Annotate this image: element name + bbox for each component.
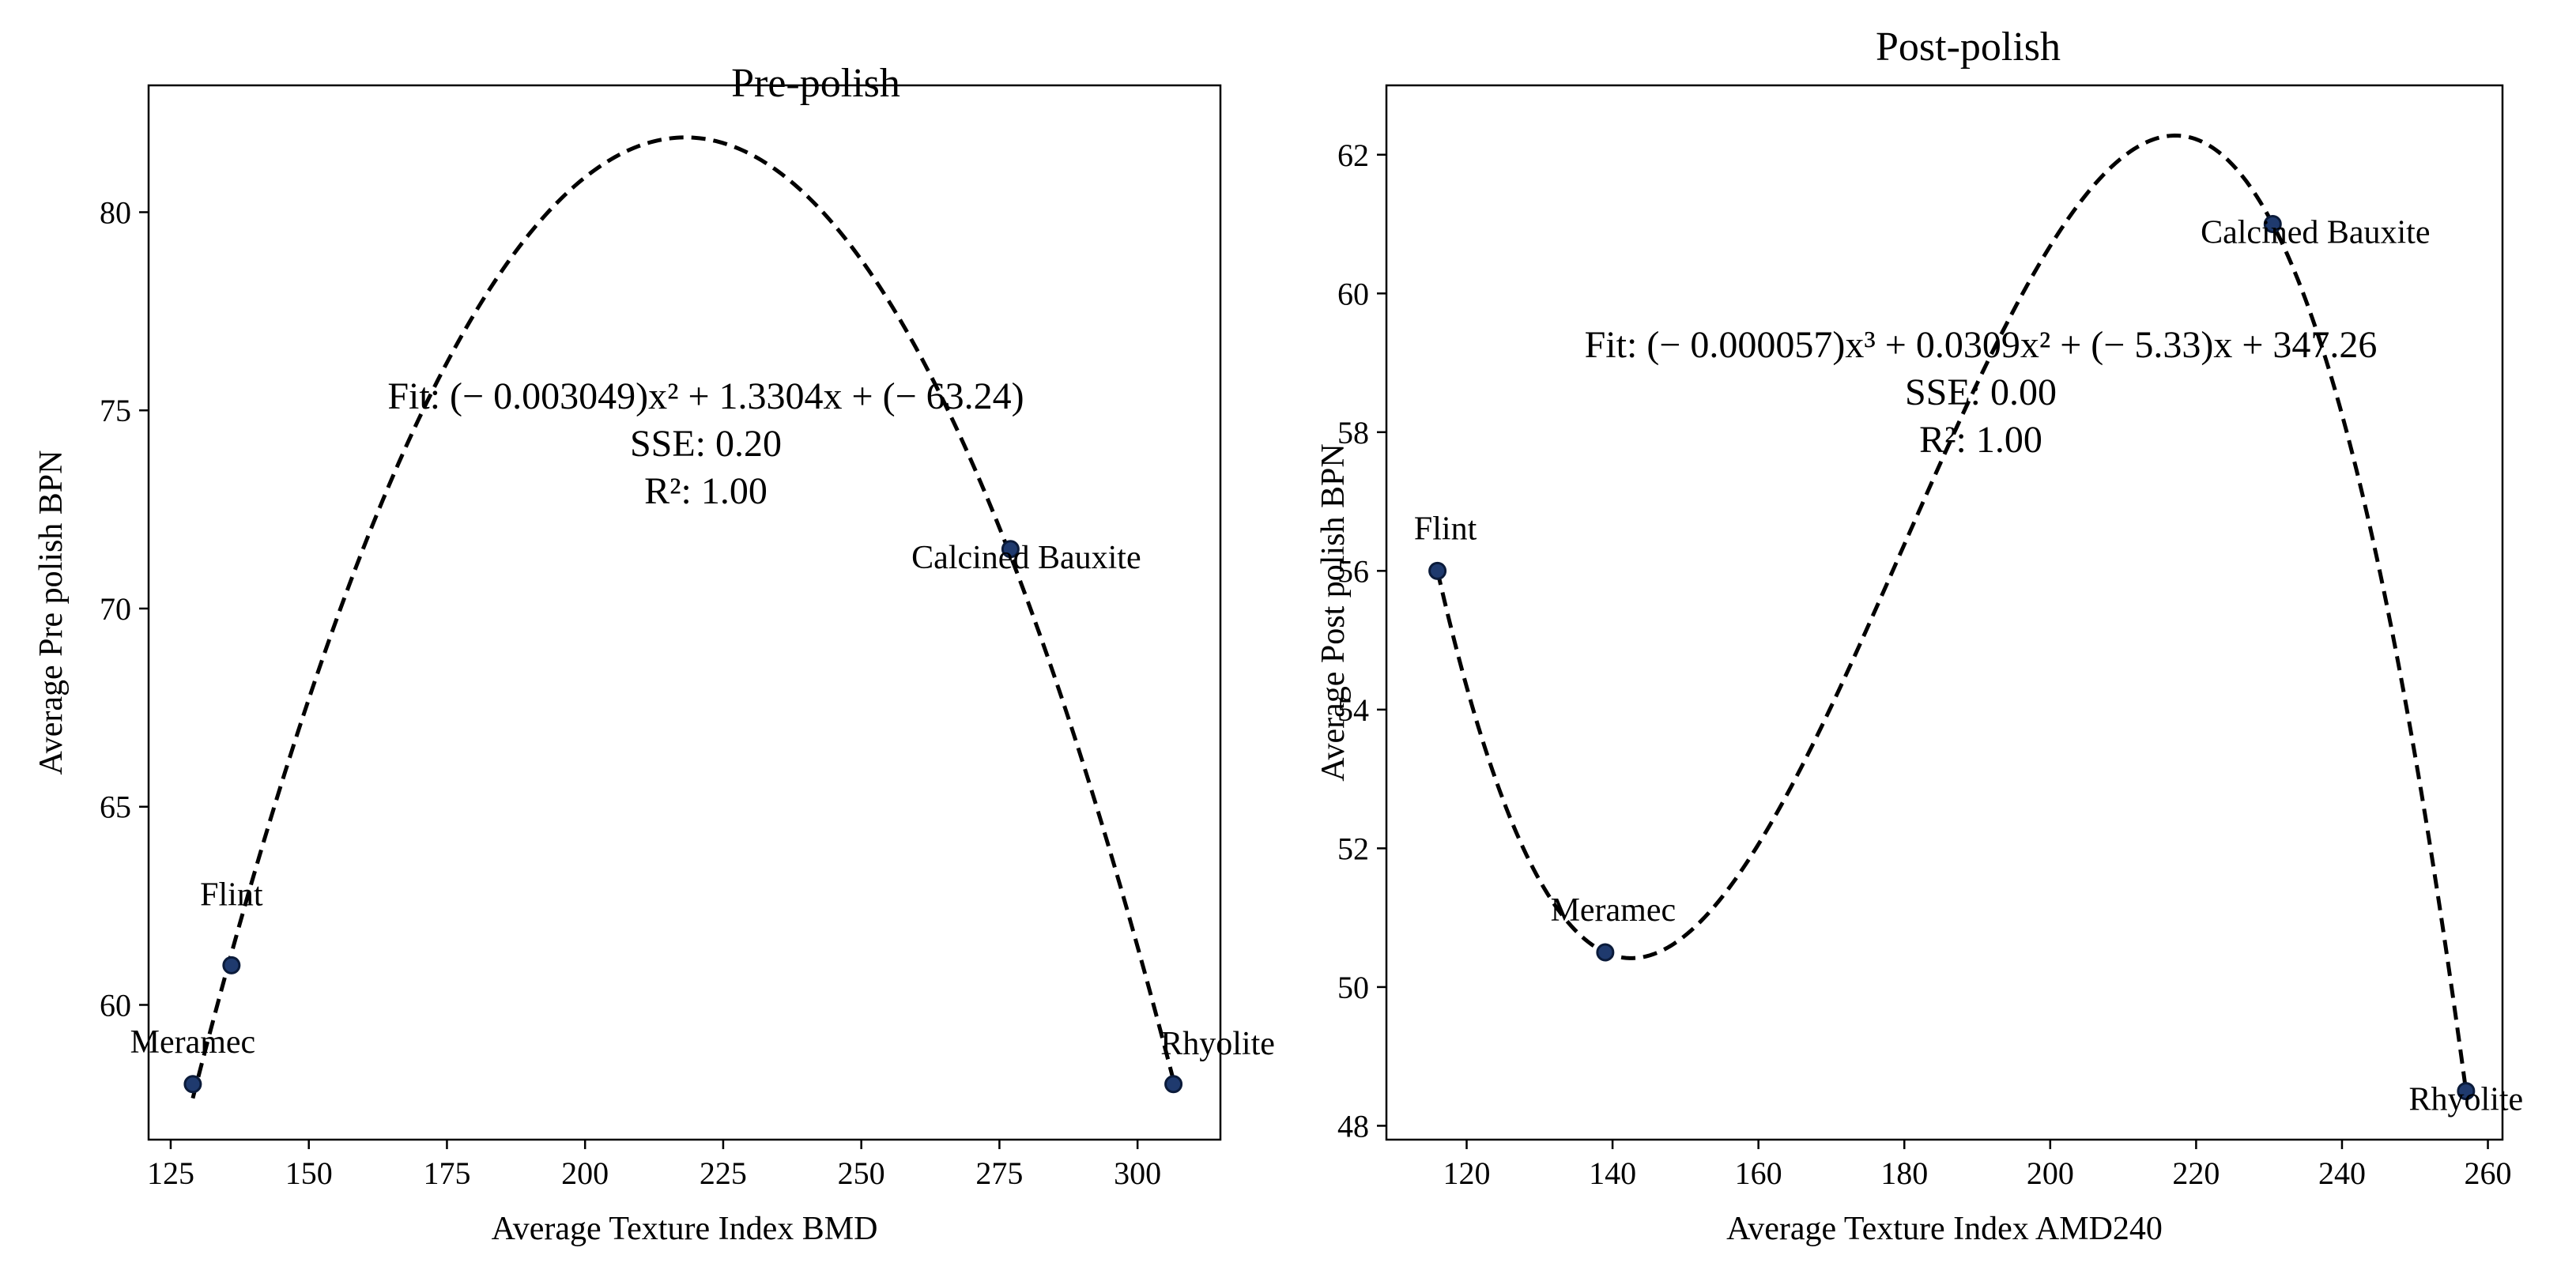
fit-curve: [190, 135, 1176, 1099]
post-polish-panel: Post-polish 120 140 160 180 200 220 240 260 48 5…: [1315, 24, 2523, 1247]
chart-title: Post-polish: [1876, 24, 2061, 70]
x-tick-label: 120: [1443, 1155, 1491, 1191]
fit-annotation: Fit: (− 0.003049)x² + 1.3304x + (− 63.24…: [387, 375, 1024, 512]
y-tick-label: 75: [100, 393, 131, 428]
point-label: Flint: [200, 876, 263, 913]
point-label: Rhyolite: [2409, 1082, 2524, 1118]
y-tick-label: 50: [1337, 970, 1369, 1005]
y-tick-label: 48: [1337, 1108, 1369, 1144]
data-point-flint: [1428, 561, 1447, 580]
x-tick-label: 175: [423, 1155, 470, 1191]
y-tick-label: 65: [100, 790, 131, 825]
y-tick-label: 60: [1337, 276, 1369, 311]
x-tick-label: 150: [285, 1155, 333, 1191]
point-labels: Flint Meramec Calcined Bauxite Rhyolite: [1414, 215, 2523, 1118]
x-tick-label: 140: [1589, 1155, 1636, 1191]
y-tick-label: 58: [1337, 415, 1369, 450]
y-axis-label: Average Post polish BPN: [1315, 443, 1352, 781]
x-tick-label: 275: [975, 1155, 1023, 1191]
y-tick-label: 56: [1337, 553, 1369, 589]
y-tick-label: 54: [1337, 692, 1369, 728]
fit-annotation: Fit: (− 0.000057)x³ + 0.0309x² + (− 5.33…: [1585, 324, 2378, 461]
fit-equation: Fit: (− 0.000057)x³ + 0.0309x² + (− 5.33…: [1585, 324, 2378, 366]
x-tick-label: 200: [2027, 1155, 2074, 1191]
y-axis: 60 65 70 75 80: [100, 194, 149, 1023]
point-label: Meramec: [1551, 892, 1676, 929]
point-label: Flint: [1414, 511, 1477, 547]
pre-polish-panel: Pre-polish 125 150 175 200 225 250 275 300 60 65…: [33, 61, 1275, 1247]
data-point-rhyolite: [1164, 1075, 1183, 1094]
point-label: Calcined Bauxite: [911, 540, 1141, 576]
fit-sse: SSE: 0.00: [1905, 371, 2057, 413]
x-tick-label: 250: [838, 1155, 885, 1191]
y-tick-label: 62: [1337, 138, 1369, 173]
data-points: [183, 540, 1183, 1094]
data-point-calcined-bauxite: [2263, 215, 2282, 234]
y-tick-label: 60: [100, 987, 131, 1023]
y-tick-label: 52: [1337, 831, 1369, 866]
point-label: Meramec: [130, 1024, 256, 1061]
chart-title: Pre-polish: [731, 61, 900, 106]
data-points: [1428, 215, 2476, 1101]
y-axis: 48 50 52 54 56 58 60 62: [1337, 138, 1386, 1144]
plot-frame: [1385, 84, 2504, 1141]
x-axis: 120 140 160 180 200 220 240 260: [1443, 1140, 2512, 1191]
data-point-meramec: [1596, 943, 1615, 962]
y-tick-label: 80: [100, 194, 131, 230]
x-tick-label: 180: [1880, 1155, 1928, 1191]
data-point-meramec: [183, 1075, 202, 1094]
x-tick-label: 260: [2465, 1155, 2512, 1191]
x-tick-label: 240: [2318, 1155, 2366, 1191]
x-tick-label: 220: [2172, 1155, 2220, 1191]
x-tick-label: 225: [700, 1155, 747, 1191]
plot-frame: [147, 84, 1222, 1141]
x-tick-label: 300: [1114, 1155, 1161, 1191]
fit-sse: SSE: 0.20: [630, 423, 782, 465]
fit-r2: R²: 1.00: [644, 470, 768, 512]
data-point-flint: [222, 956, 241, 974]
point-label: Rhyolite: [1160, 1026, 1275, 1062]
x-axis-label: Average Texture Index BMD: [492, 1211, 878, 1247]
x-tick-label: 125: [147, 1155, 194, 1191]
fit-equation: Fit: (− 0.003049)x² + 1.3304x + (− 63.24…: [387, 375, 1024, 417]
x-axis-label: Average Texture Index AMD240: [1726, 1211, 2163, 1247]
data-point-calcined-bauxite: [1001, 540, 1020, 559]
x-axis: 125 150 175 200 225 250 275 300: [147, 1140, 1161, 1191]
fit-r2: R²: 1.00: [1919, 419, 2042, 461]
point-label: Calcined Bauxite: [2201, 215, 2430, 251]
data-point-rhyolite: [2457, 1082, 2476, 1101]
x-tick-label: 200: [561, 1155, 609, 1191]
point-labels: Meramec Flint Calcined Bauxite Rhyolite: [130, 540, 1275, 1062]
x-tick-label: 160: [1735, 1155, 1782, 1191]
y-tick-label: 70: [100, 591, 131, 627]
y-axis-label: Average Pre polish BPN: [33, 450, 70, 775]
